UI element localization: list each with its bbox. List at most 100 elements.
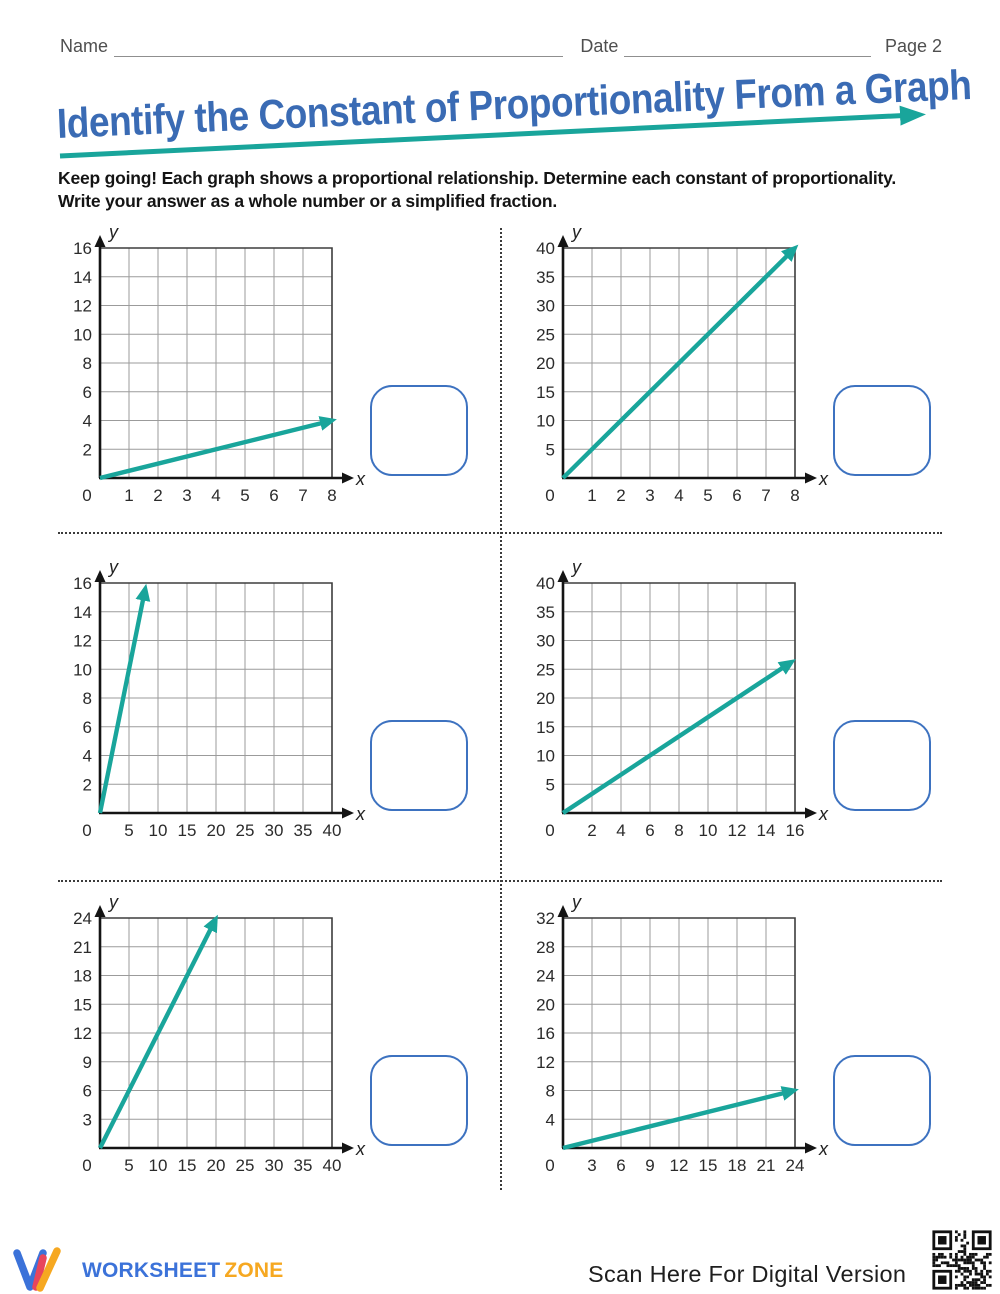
svg-text:3: 3	[83, 1110, 92, 1129]
svg-text:21: 21	[73, 938, 92, 957]
svg-text:2: 2	[83, 440, 92, 459]
answer-box-1[interactable]	[370, 385, 468, 476]
instructions: Keep going! Each graph shows a proportio…	[58, 167, 958, 213]
svg-text:6: 6	[83, 383, 92, 402]
date-label: Date	[580, 36, 619, 56]
svg-text:14: 14	[757, 821, 776, 840]
svg-text:18: 18	[73, 967, 92, 986]
problem-3: y x 2 4 6 8 10 12 14 16 0 5 10 15 20 25 30 35 40	[56, 557, 492, 853]
svg-text:10: 10	[536, 412, 555, 431]
graph-4: y x 5 10 15 20 25 30 35 40 0 2 4 6 8 10 12 14 16	[536, 557, 829, 840]
problem-2: y x 5 10 15 20 25 30 35 40 0 1 2 3 4 5 6 7 8	[519, 222, 955, 518]
svg-text:5: 5	[240, 486, 249, 505]
svg-text:5: 5	[546, 440, 555, 459]
svg-text:10: 10	[73, 325, 92, 344]
svg-text:16: 16	[73, 239, 92, 258]
svg-text:40: 40	[536, 574, 555, 593]
y-axis-label: y	[570, 892, 582, 912]
svg-text:14: 14	[73, 603, 92, 622]
plotted-line	[561, 244, 799, 480]
svg-text:20: 20	[207, 821, 226, 840]
svg-text:35: 35	[536, 603, 555, 622]
svg-text:30: 30	[536, 297, 555, 316]
svg-text:35: 35	[536, 268, 555, 287]
plotted-line	[97, 583, 151, 814]
svg-text:24: 24	[536, 967, 555, 986]
svg-text:2: 2	[587, 821, 596, 840]
graph-5: y x 3 6 9 12 15 18 21 24 0 5 10 15 20 25 30 35 40	[73, 892, 366, 1175]
plotted-line	[561, 659, 796, 815]
x-axis-label: x	[355, 804, 366, 824]
svg-text:7: 7	[761, 486, 770, 505]
gridlines	[563, 918, 795, 1148]
svg-text:3: 3	[587, 1156, 596, 1175]
svg-text:40: 40	[323, 821, 342, 840]
svg-text:3: 3	[182, 486, 191, 505]
y-axis-label: y	[107, 222, 119, 242]
answer-box-5[interactable]	[370, 1055, 468, 1146]
svg-text:8: 8	[83, 354, 92, 373]
tick-labels: 2 4 6 8 10 12 14 16 0 5 10 15 20 25 30 35 40	[73, 574, 341, 840]
title-underline-arrow-icon	[59, 105, 926, 159]
answer-box-3[interactable]	[370, 720, 468, 811]
svg-text:10: 10	[699, 821, 718, 840]
svg-text:9: 9	[645, 1156, 654, 1175]
axes	[557, 235, 817, 484]
svg-text:2: 2	[616, 486, 625, 505]
svg-text:20: 20	[536, 689, 555, 708]
axes	[94, 570, 354, 819]
y-axis-label: y	[570, 557, 582, 577]
svg-text:12: 12	[73, 632, 92, 651]
svg-text:25: 25	[536, 660, 555, 679]
svg-text:3: 3	[645, 486, 654, 505]
x-axis-label: x	[355, 1139, 366, 1159]
svg-text:32: 32	[536, 909, 555, 928]
y-axis-label: y	[107, 557, 119, 577]
svg-text:20: 20	[536, 995, 555, 1014]
svg-text:25: 25	[236, 821, 255, 840]
axes	[557, 905, 817, 1154]
answer-box-2[interactable]	[833, 385, 931, 476]
plot-border	[100, 917, 333, 1148]
svg-text:5: 5	[546, 775, 555, 794]
tick-labels: 4 8 12 16 20 24 28 32 0 3 6 9 12 15 18 21 24	[536, 909, 804, 1175]
answer-box-4[interactable]	[833, 720, 931, 811]
x-axis-label: x	[818, 804, 829, 824]
svg-text:5: 5	[703, 486, 712, 505]
svg-text:30: 30	[536, 632, 555, 651]
svg-text:10: 10	[73, 660, 92, 679]
svg-text:6: 6	[732, 486, 741, 505]
worksheet-header: Name Date Page 2	[60, 36, 942, 57]
plot-border	[563, 917, 796, 1148]
axes	[557, 570, 817, 819]
problem-4: y x 5 10 15 20 25 30 35 40 0 2 4 6 8 10 12 14 16	[519, 557, 955, 853]
tick-labels: 5 10 15 20 25 30 35 40 0 1 2 3 4 5 6 7 8	[536, 239, 800, 505]
svg-text:6: 6	[83, 718, 92, 737]
svg-text:4: 4	[616, 821, 625, 840]
svg-text:0: 0	[545, 821, 554, 840]
answer-box-6[interactable]	[833, 1055, 931, 1146]
svg-text:6: 6	[269, 486, 278, 505]
svg-text:24: 24	[786, 1156, 805, 1175]
svg-text:4: 4	[211, 486, 220, 505]
name-field-blank[interactable]	[114, 39, 564, 57]
svg-text:8: 8	[546, 1082, 555, 1101]
svg-text:28: 28	[536, 938, 555, 957]
gridlines	[100, 918, 332, 1148]
name-label: Name	[60, 36, 109, 56]
qr-code-icon[interactable]	[931, 1229, 993, 1291]
y-axis-label: y	[107, 892, 119, 912]
svg-text:8: 8	[790, 486, 799, 505]
date-field-blank[interactable]	[624, 39, 871, 57]
svg-text:15: 15	[178, 1156, 197, 1175]
svg-text:12: 12	[73, 297, 92, 316]
divider-vertical	[500, 228, 502, 1190]
svg-text:0: 0	[545, 486, 554, 505]
svg-text:21: 21	[757, 1156, 776, 1175]
svg-text:0: 0	[545, 1156, 554, 1175]
plot-border	[563, 582, 796, 813]
svg-text:7: 7	[298, 486, 307, 505]
svg-text:4: 4	[83, 747, 92, 766]
